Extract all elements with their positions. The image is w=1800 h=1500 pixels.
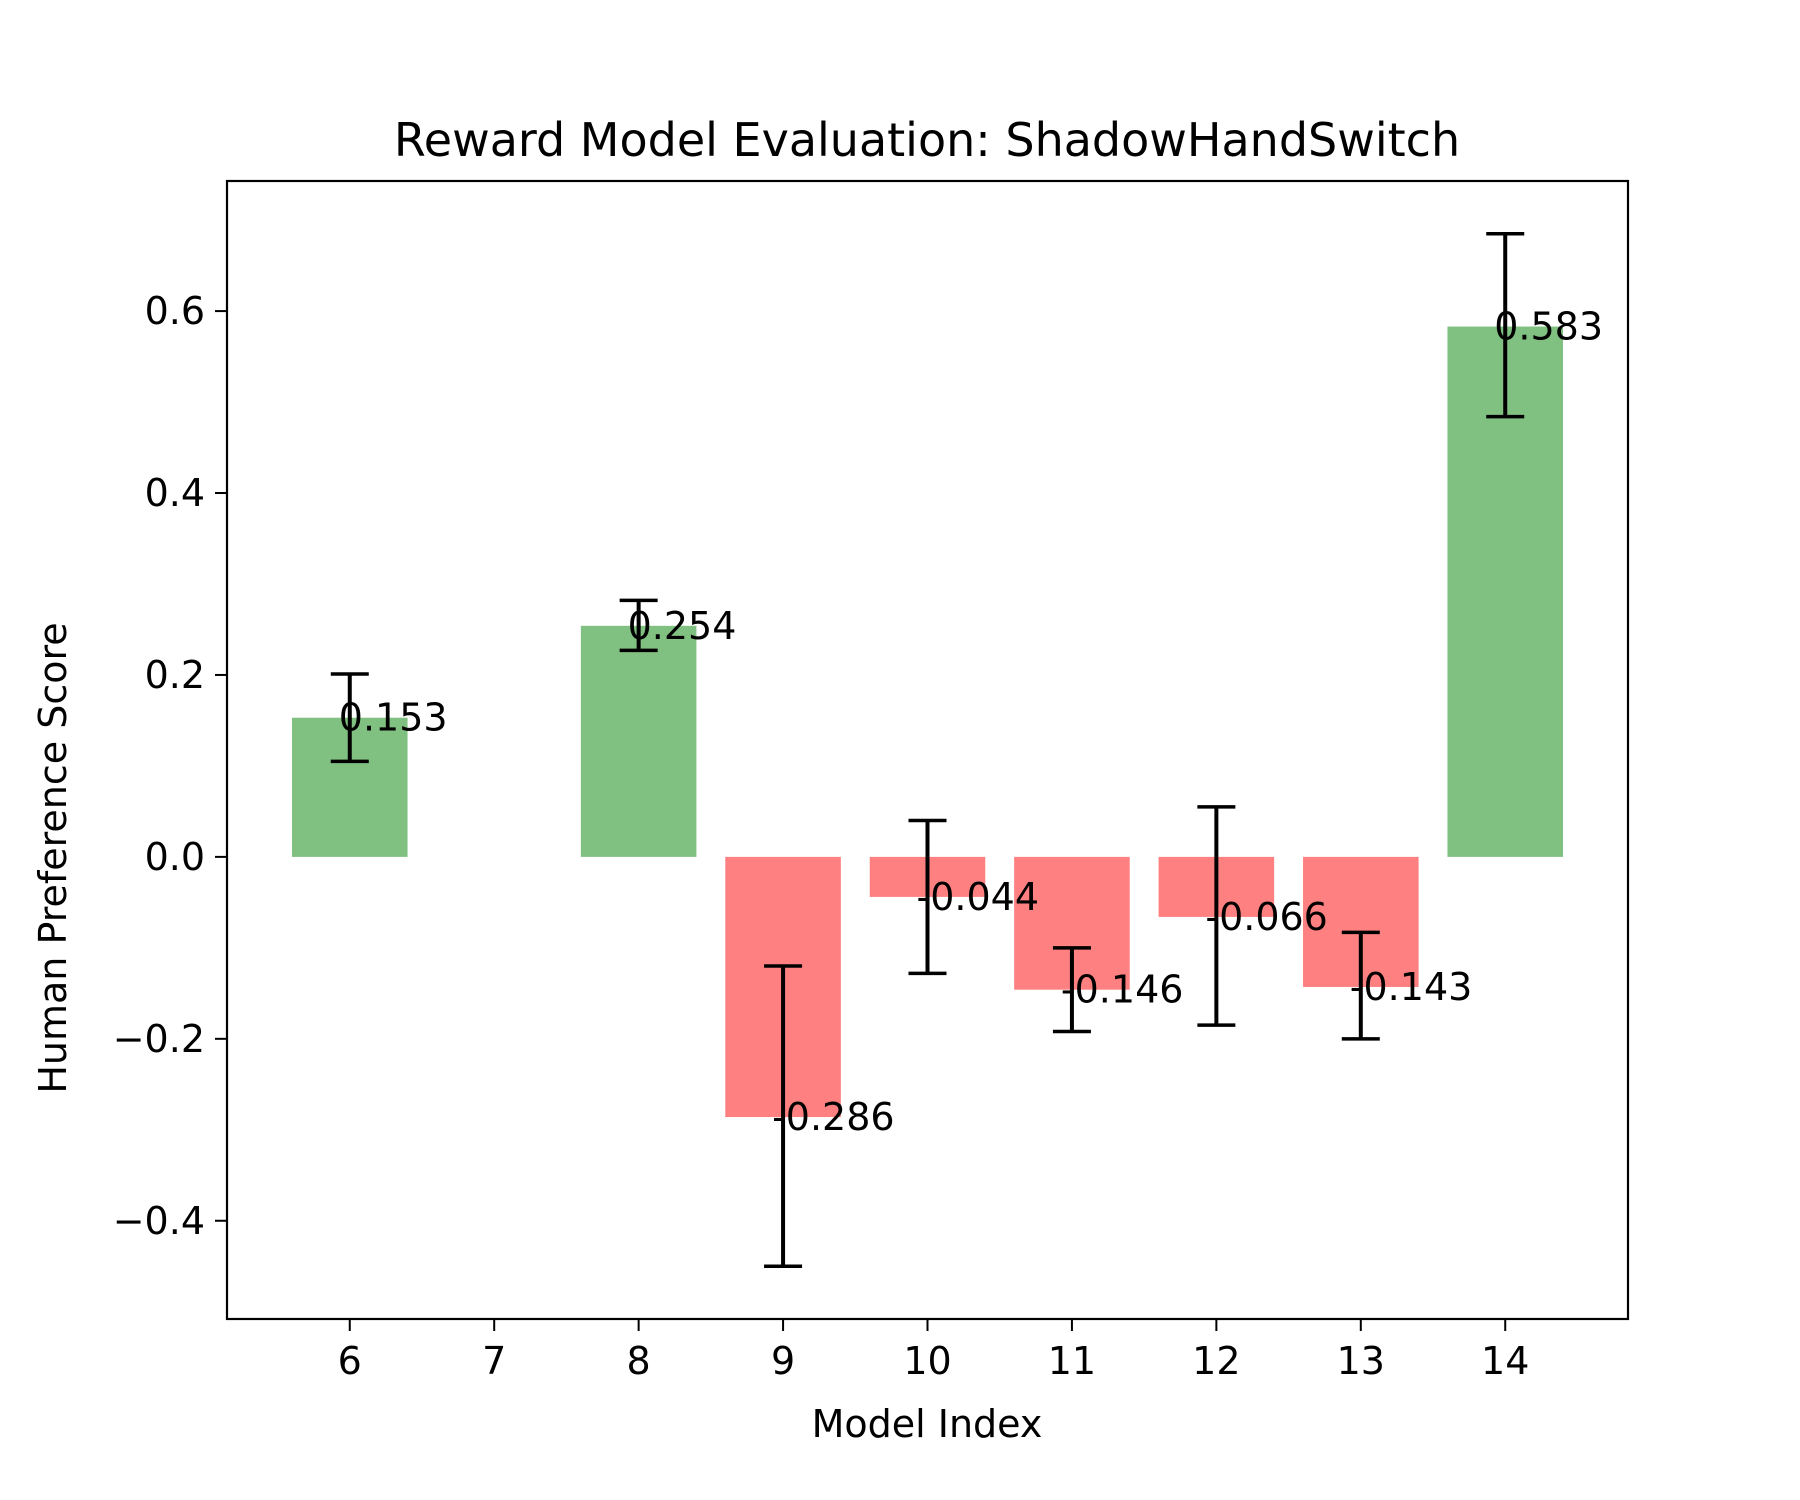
error-bar-14 xyxy=(1486,232,1525,419)
data-label-9: -0.286 xyxy=(772,1095,895,1139)
x-axis: 6 7 8 9 10 11 12 13 14 xyxy=(338,1319,1529,1383)
x-tick-label-7: 7 xyxy=(482,1339,506,1383)
x-tick-label-9: 9 xyxy=(771,1339,795,1383)
x-tick-label-13: 13 xyxy=(1337,1339,1385,1383)
error-bar-10 xyxy=(908,818,947,976)
y-tick-label-3: 0.2 xyxy=(145,653,205,697)
bar-8 xyxy=(580,625,697,857)
error-bar-11 xyxy=(1052,946,1091,1034)
x-tick-label-6: 6 xyxy=(338,1339,362,1383)
error-bar-6 xyxy=(330,672,369,764)
x-tick-label-12: 12 xyxy=(1192,1339,1240,1383)
data-label-8: 0.254 xyxy=(628,604,737,648)
data-label-13: -0.143 xyxy=(1350,965,1473,1009)
data-label-12: -0.066 xyxy=(1205,895,1328,939)
plot-area: 0.153 0.254 -0.286 -0.044 -0.146 -0.066 -0.143… xyxy=(291,232,1603,1268)
error-bar-13 xyxy=(1341,930,1380,1041)
x-tick-label-8: 8 xyxy=(627,1339,651,1383)
x-tick-label-14: 14 xyxy=(1481,1339,1529,1383)
error-bar-8 xyxy=(619,598,658,653)
axes-frame xyxy=(225,179,1630,1321)
x-tick-label-11: 11 xyxy=(1048,1339,1096,1383)
y-tick-label-1: −0.2 xyxy=(113,1017,205,1061)
error-bar-12 xyxy=(1197,805,1236,1027)
data-label-14: 0.583 xyxy=(1494,305,1603,349)
y-tick-label-2: 0.0 xyxy=(145,835,205,879)
error-bar-9 xyxy=(764,964,803,1268)
data-label-11: -0.146 xyxy=(1061,968,1184,1012)
y-tick-label-4: 0.4 xyxy=(145,471,205,515)
x-tick-label-10: 10 xyxy=(903,1339,951,1383)
chart-title: Reward Model Evaluation: ShadowHandSwitc… xyxy=(394,113,1460,167)
y-tick-label-0: −0.4 xyxy=(113,1199,205,1243)
data-label-10: -0.044 xyxy=(917,875,1040,919)
y-axis-label: Human Preference Score xyxy=(31,622,75,1093)
x-axis-label: Model Index xyxy=(812,1402,1043,1446)
y-tick-label-5: 0.6 xyxy=(145,289,205,333)
data-label-6: 0.153 xyxy=(339,696,448,740)
y-axis: −0.4 −0.2 0.0 0.2 0.4 0.6 xyxy=(113,289,227,1243)
